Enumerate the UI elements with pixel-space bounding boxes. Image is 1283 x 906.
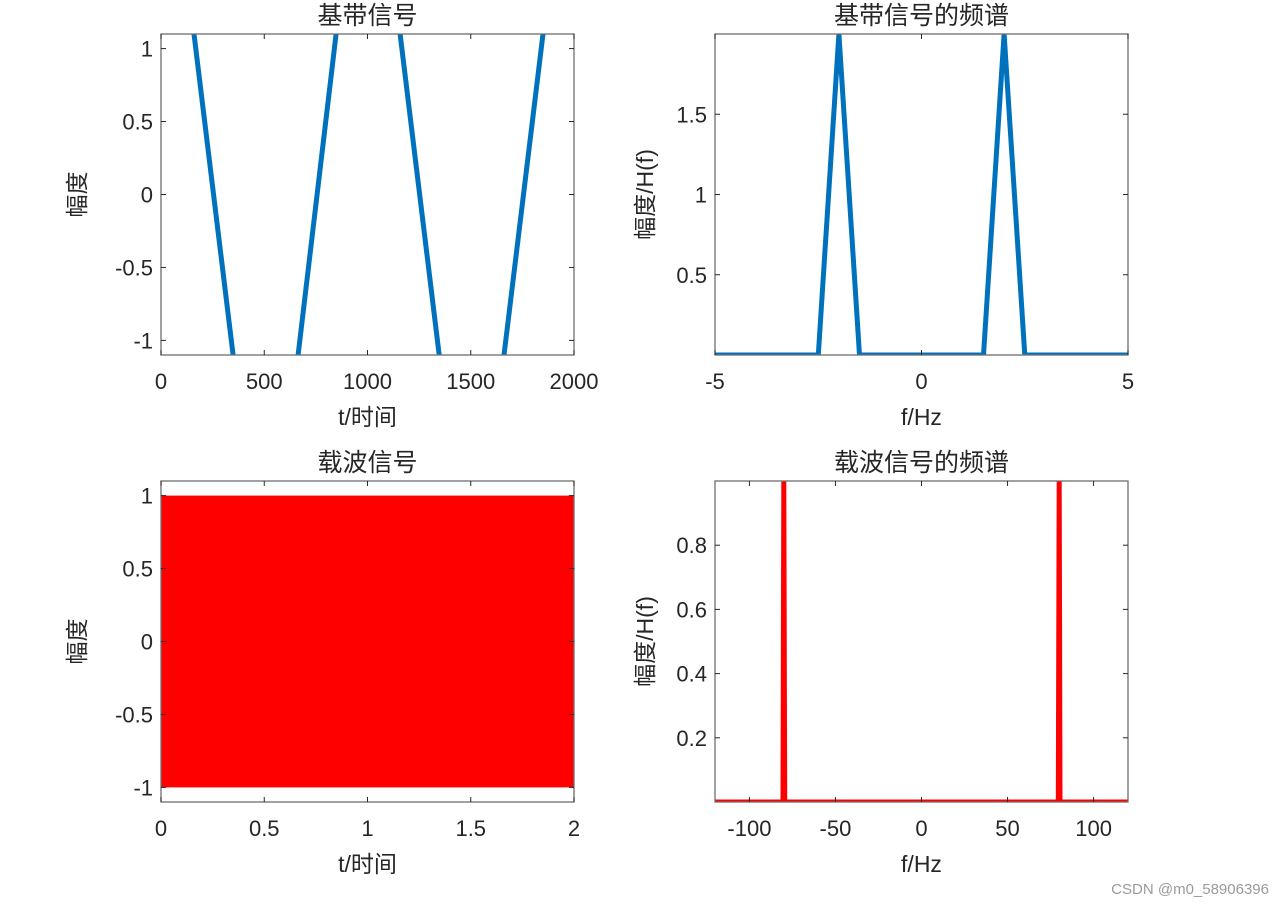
data-series [715, 34, 1128, 355]
x-tick-label: 100 [1075, 816, 1112, 841]
plot-carrier-signal: 0 0.5 1 1.5 2 -1 -0.5 0 0.5 1 载波信号 t/时间 幅度 [64, 449, 580, 877]
x-tick-label: 0 [915, 369, 927, 394]
x-tick-label: 1000 [343, 369, 392, 394]
y-tick-label: 1 [141, 484, 153, 509]
x-tick-label: 2 [568, 816, 580, 841]
plot-carrier-spectrum: -100 -50 0 50 100 0.2 0.4 0.6 0.8 载波信号的频谱 f/Hz 幅度/H… [632, 449, 1129, 877]
x-tick-label: 50 [995, 816, 1019, 841]
series-line [501, 34, 546, 355]
plot-baseband-spectrum: -5 0 5 0.5 1 1.5 基带信号的频谱 f/Hz 幅度/H(f) [632, 2, 1134, 430]
y-tick-label: 0.2 [676, 726, 707, 751]
x-tick-label: 0.5 [249, 816, 280, 841]
y-tick-label: 0.5 [676, 263, 707, 288]
x-axis-label: f/Hz [901, 404, 942, 430]
y-tick-label: -1 [133, 328, 153, 353]
y-tick-label: 0.4 [676, 662, 707, 687]
carrier-fill [161, 495, 574, 788]
chart-title: 载波信号的频谱 [834, 449, 1009, 477]
chart-title: 基带信号的频谱 [834, 2, 1009, 30]
y-axis-label: 幅度 [64, 619, 90, 665]
y-tick-label: 0 [141, 183, 153, 208]
watermark: CSDN @m0_58906396 [1111, 881, 1269, 898]
x-tick-label: 0 [915, 816, 927, 841]
y-tick-label: 1 [141, 37, 153, 62]
x-tick-label: -5 [705, 369, 725, 394]
chart-title: 载波信号 [317, 449, 417, 477]
y-tick-label: 1 [695, 183, 707, 208]
y-tick-label: 0.5 [122, 557, 153, 582]
x-tick-label: 1.5 [455, 816, 486, 841]
data-series [715, 481, 1128, 802]
x-tick-label: 1500 [446, 369, 495, 394]
x-tick-label: 500 [246, 369, 283, 394]
x-tick-label: -50 [820, 816, 852, 841]
series-line [715, 481, 1128, 802]
data-series [161, 495, 574, 788]
y-tick-label: -0.5 [115, 255, 153, 280]
series-line [295, 34, 339, 355]
chart-title: 基带信号 [317, 2, 417, 30]
y-tick-label: -0.5 [115, 702, 153, 727]
plot-baseband-signal: 0 500 1000 1500 2000 -1 -0.5 0 0.5 1 基带信号 t/时间 幅度 [64, 2, 598, 430]
y-axis-label: 幅度/H(f) [632, 596, 658, 687]
axes-box [714, 33, 1129, 356]
x-axis-label: t/时间 [338, 851, 397, 877]
y-axis-label: 幅度/H(f) [632, 149, 658, 240]
x-axis-label: f/Hz [901, 851, 942, 877]
x-tick-label: 2000 [550, 369, 599, 394]
x-tick-label: 0 [155, 369, 167, 394]
x-axis-label: t/时间 [338, 404, 397, 430]
axes-box [714, 480, 1129, 803]
x-tick-label: 5 [1122, 369, 1134, 394]
x-tick-label: 1 [361, 816, 373, 841]
data-series [191, 34, 546, 355]
x-tick-label: -100 [727, 816, 771, 841]
y-tick-label: 1.5 [676, 102, 707, 127]
x-tick-label: 0 [155, 816, 167, 841]
y-tick-label: -1 [133, 775, 153, 800]
y-tick-label: 0.5 [122, 110, 153, 135]
series-line [715, 34, 1128, 355]
y-tick-label: 0.6 [676, 597, 707, 622]
y-tick-label: 0 [141, 630, 153, 655]
series-line [191, 34, 236, 355]
series-line [397, 34, 442, 355]
y-tick-label: 0.8 [676, 533, 707, 558]
y-axis-label: 幅度 [64, 172, 90, 218]
